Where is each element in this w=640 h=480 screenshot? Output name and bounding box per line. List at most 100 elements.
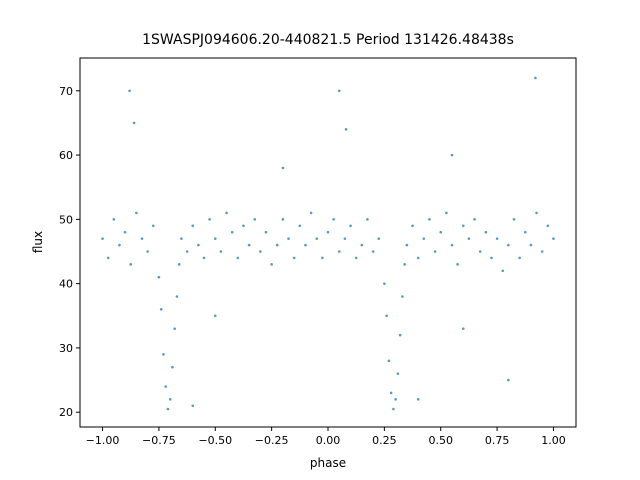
- point: [202, 256, 206, 260]
- y-tick-label: 60: [59, 149, 73, 162]
- point: [467, 237, 471, 240]
- point: [535, 211, 538, 215]
- point: [401, 295, 404, 298]
- point: [159, 308, 163, 311]
- point: [394, 398, 397, 401]
- point: [315, 237, 319, 240]
- x-tick-label: −0.50: [198, 434, 232, 447]
- y-axis-label: flux: [31, 231, 45, 253]
- point: [349, 224, 352, 228]
- point: [337, 89, 341, 93]
- point: [445, 211, 448, 215]
- point: [534, 76, 537, 80]
- point: [398, 333, 402, 337]
- point: [275, 243, 279, 247]
- point: [416, 256, 420, 260]
- point: [403, 263, 406, 266]
- point: [213, 237, 217, 240]
- point: [135, 211, 138, 215]
- point: [428, 218, 431, 221]
- point: [344, 128, 348, 131]
- point: [132, 121, 136, 125]
- point: [175, 295, 179, 298]
- x-tick-label: 0.50: [428, 434, 453, 447]
- y-tick-label: 50: [59, 213, 73, 226]
- point: [385, 314, 388, 318]
- point: [177, 263, 181, 266]
- point: [354, 256, 358, 260]
- point: [247, 243, 251, 247]
- point: [309, 211, 313, 215]
- point: [151, 224, 155, 228]
- point: [377, 237, 381, 240]
- point: [473, 218, 476, 221]
- point: [416, 398, 420, 401]
- point: [101, 237, 104, 240]
- point: [439, 230, 443, 234]
- point: [164, 385, 167, 388]
- point: [450, 243, 454, 247]
- point: [552, 237, 555, 240]
- point: [422, 237, 426, 240]
- point: [123, 230, 127, 234]
- point: [366, 218, 369, 221]
- point: [371, 250, 375, 253]
- point: [191, 224, 195, 228]
- point: [171, 365, 174, 369]
- point: [360, 243, 364, 247]
- point: [173, 327, 176, 330]
- point: [140, 237, 144, 240]
- point: [242, 224, 245, 228]
- point: [129, 263, 133, 266]
- point: [512, 218, 516, 221]
- point: [213, 314, 217, 318]
- point: [146, 250, 149, 253]
- point: [281, 218, 285, 221]
- point: [185, 250, 189, 253]
- point: [298, 224, 302, 228]
- point: [287, 237, 290, 240]
- point: [281, 166, 285, 170]
- point: [166, 407, 170, 411]
- point: [450, 153, 454, 157]
- x-tick-label: 0.00: [316, 434, 341, 447]
- y-tick-label: 70: [59, 85, 73, 98]
- point: [197, 243, 200, 247]
- point: [292, 256, 296, 260]
- x-tick-label: −0.25: [255, 434, 289, 447]
- point: [304, 243, 307, 247]
- point: [321, 256, 324, 260]
- point: [484, 230, 488, 234]
- point: [208, 218, 211, 221]
- point: [405, 243, 409, 247]
- point: [343, 237, 347, 240]
- point: [383, 282, 386, 285]
- point: [191, 404, 195, 408]
- point: [540, 250, 544, 253]
- point: [332, 218, 335, 221]
- point: [507, 378, 510, 382]
- point: [518, 256, 521, 260]
- point: [411, 224, 414, 228]
- point: [259, 250, 262, 253]
- point: [180, 237, 183, 240]
- point: [529, 243, 533, 247]
- point: [168, 398, 172, 401]
- point: [162, 353, 165, 356]
- point: [546, 224, 550, 228]
- x-tick-label: −1.00: [86, 434, 120, 447]
- point: [253, 218, 257, 221]
- point: [501, 269, 505, 273]
- point: [219, 250, 223, 253]
- point: [523, 230, 527, 234]
- chart-title: 1SWASPJ094606.20-440821.5 Period 131426.…: [142, 32, 514, 48]
- point: [392, 407, 395, 411]
- x-tick-label: 1.00: [541, 434, 566, 447]
- point: [264, 230, 268, 234]
- point: [456, 263, 459, 266]
- point: [326, 230, 330, 234]
- point: [128, 89, 131, 93]
- point: [225, 211, 228, 215]
